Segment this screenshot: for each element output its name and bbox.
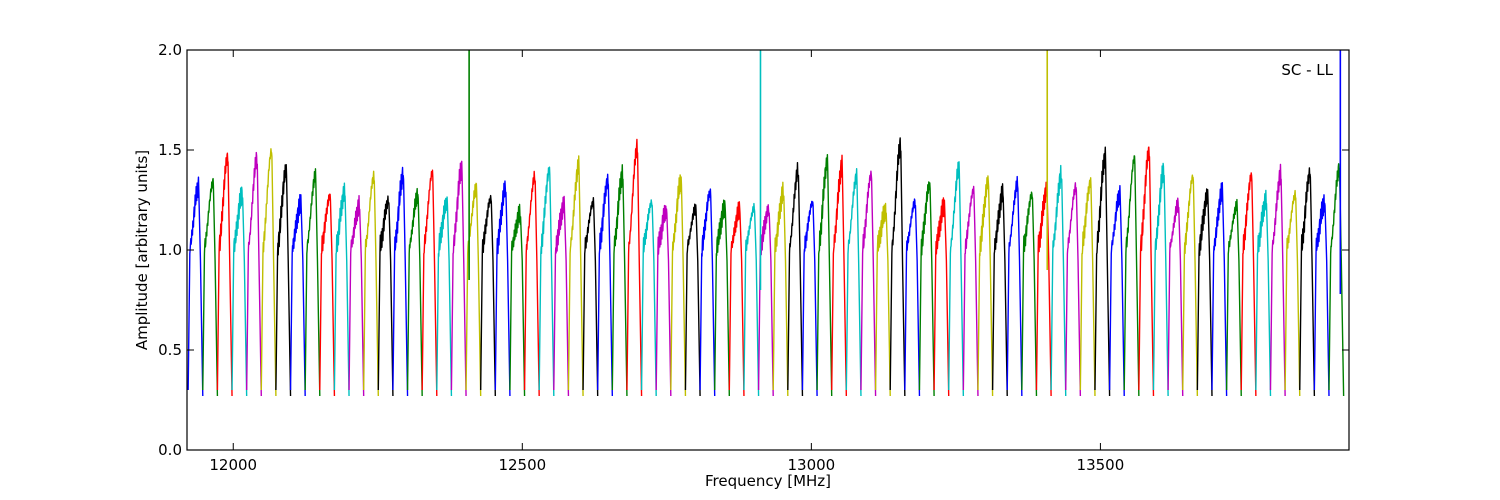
channel-curve-9 <box>304 168 321 397</box>
channel-curve-37 <box>714 199 731 397</box>
channel-curve-46 <box>845 168 862 397</box>
channel-curve-39 <box>743 202 760 397</box>
channel-curve-72 <box>1225 198 1242 397</box>
channel-curve-79 <box>1328 163 1345 397</box>
channel-curve-76 <box>1284 189 1301 397</box>
channel-curve-45 <box>831 154 848 397</box>
channel-curve-16 <box>406 187 423 397</box>
channel-curve-1 <box>187 176 204 397</box>
channel-curve-24 <box>523 170 540 397</box>
y-tick-label: 2.0 <box>158 41 182 59</box>
channel-curve-77 <box>1299 167 1316 397</box>
channel-curve-55 <box>977 175 994 397</box>
channel-curve-38 <box>728 201 745 397</box>
channel-curve-18 <box>436 196 453 397</box>
y-tick-label: 1.0 <box>158 241 182 259</box>
channel-curve-34 <box>670 174 687 397</box>
x-axis-label: Frequency [MHz] <box>705 472 831 490</box>
channel-curve-61 <box>1065 182 1082 397</box>
channel-curve-48 <box>874 202 891 397</box>
channel-curve-14 <box>377 195 394 397</box>
channel-curve-54 <box>962 185 979 397</box>
channel-curve-13 <box>362 170 379 397</box>
channel-curve-21 <box>479 194 497 397</box>
y-tick-label: 0.5 <box>158 341 182 359</box>
channel-curve-67 <box>1152 162 1169 397</box>
channel-curve-50 <box>904 198 921 397</box>
channel-curve-29 <box>596 173 614 397</box>
channel-curve-42 <box>787 161 804 397</box>
channel-curve-32 <box>640 199 657 397</box>
channel-curve-66 <box>1138 146 1155 397</box>
channel-curve-15 <box>392 166 409 397</box>
channel-curve-17 <box>421 169 438 397</box>
channel-curve-78 <box>1313 194 1330 397</box>
channel-curve-53 <box>948 161 965 397</box>
channel-curve-33 <box>655 204 672 397</box>
channel-curve-62 <box>1079 177 1096 397</box>
x-tick-label: 12500 <box>498 456 546 474</box>
channel-curve-64 <box>1108 185 1125 397</box>
channel-curve-71 <box>1211 182 1228 397</box>
channel-curve-70 <box>1196 188 1213 397</box>
channel-curve-23 <box>509 203 526 397</box>
x-tick-label: 13500 <box>1077 456 1125 474</box>
channel-curve-59 <box>1035 181 1052 397</box>
chart-annotation: SC - LL <box>1281 61 1333 79</box>
channel-curve-75 <box>1269 163 1286 397</box>
channel-curve-56 <box>991 183 1008 397</box>
series-layer <box>187 50 1345 397</box>
channel-curve-19 <box>450 160 467 397</box>
channel-curve-12 <box>348 195 365 397</box>
channel-curve-11 <box>333 182 350 397</box>
channel-curve-28 <box>582 196 599 397</box>
channel-curve-36 <box>699 188 716 397</box>
channel-curve-41 <box>772 181 789 397</box>
channel-curve-8 <box>289 193 306 397</box>
channel-curve-43 <box>801 200 818 397</box>
channel-curve-5 <box>245 151 262 397</box>
channel-curve-57 <box>1006 175 1023 397</box>
channel-curve-4 <box>231 186 248 397</box>
channel-curve-51 <box>918 181 935 397</box>
channel-curve-52 <box>933 197 950 397</box>
channel-curve-44 <box>816 153 833 397</box>
channel-curve-31 <box>626 138 643 397</box>
channel-curve-2 <box>202 177 219 397</box>
channel-curve-3 <box>216 152 233 397</box>
x-tick-label: 12000 <box>209 456 257 474</box>
y-axis-label: Amplitude [arbitrary units] <box>133 150 151 350</box>
channel-curve-26 <box>553 195 570 397</box>
x-tick-label: 13000 <box>787 456 835 474</box>
channel-curve-73 <box>1240 172 1257 397</box>
channel-curve-68 <box>1167 197 1184 397</box>
channel-curve-30 <box>611 164 628 397</box>
channel-curve-10 <box>319 193 336 397</box>
channel-curve-60 <box>1050 164 1067 397</box>
y-tick-label: 0.0 <box>158 441 182 459</box>
channel-curve-25 <box>538 166 555 397</box>
channel-curve-65 <box>1123 155 1140 397</box>
channel-curve-63 <box>1094 146 1111 397</box>
channel-curve-27 <box>567 155 584 397</box>
ticks-layer: 12000 12500 13000 13500 0.0 0.5 1.0 1.5 2.0 <box>158 41 1349 474</box>
channel-curve-6 <box>260 148 277 397</box>
channel-curve-74 <box>1255 189 1272 397</box>
channel-curve-47 <box>860 170 877 397</box>
channel-curve-49 <box>889 137 906 397</box>
channel-curve-35 <box>684 203 701 397</box>
channel-curve-58 <box>1021 191 1038 397</box>
channel-curve-7 <box>275 164 292 397</box>
channel-curve-22 <box>494 180 511 397</box>
y-tick-label: 1.5 <box>158 141 182 159</box>
channel-curve-69 <box>1182 174 1199 397</box>
